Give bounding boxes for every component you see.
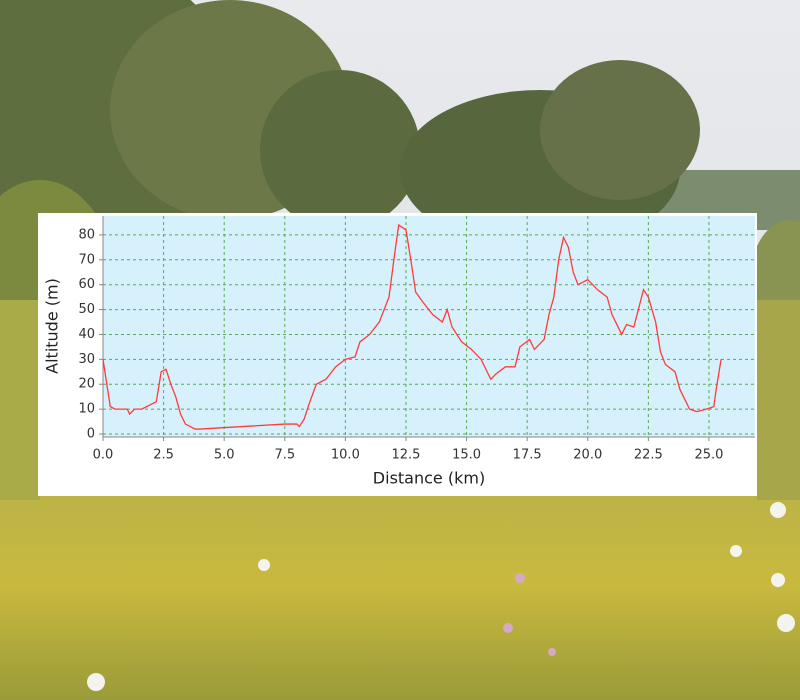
x-tick-label: 22.5	[634, 448, 663, 463]
x-tick-label: 17.5	[513, 448, 542, 463]
y-tick-label: 60	[78, 277, 95, 292]
y-tick-label: 70	[78, 252, 95, 267]
y-tick-label: 40	[78, 327, 95, 342]
x-tick-label: 20.0	[573, 448, 602, 463]
x-tick-label: 5.0	[214, 448, 235, 463]
plot-area	[103, 216, 755, 437]
x-tick-label: 15.0	[452, 448, 481, 463]
y-tick-label: 30	[78, 352, 95, 367]
x-tick-label: 12.5	[391, 448, 420, 463]
x-tick-label: 2.5	[153, 448, 174, 463]
altitude-line	[102, 223, 722, 430]
y-tick-label: 10	[78, 402, 95, 417]
y-tick-label: 80	[78, 227, 95, 242]
x-tick-label: 0.0	[93, 448, 114, 463]
x-tick-label: 25.0	[694, 448, 723, 463]
y-tick-label: 20	[78, 377, 95, 392]
y-axis-title: Altitude (m)	[43, 278, 62, 374]
x-tick-label: 10.0	[331, 448, 360, 463]
x-tick-label: 7.5	[274, 448, 295, 463]
y-tick-label: 50	[78, 302, 95, 317]
x-axis-title: Distance (km)	[373, 469, 485, 488]
y-tick-label: 0	[87, 427, 95, 442]
